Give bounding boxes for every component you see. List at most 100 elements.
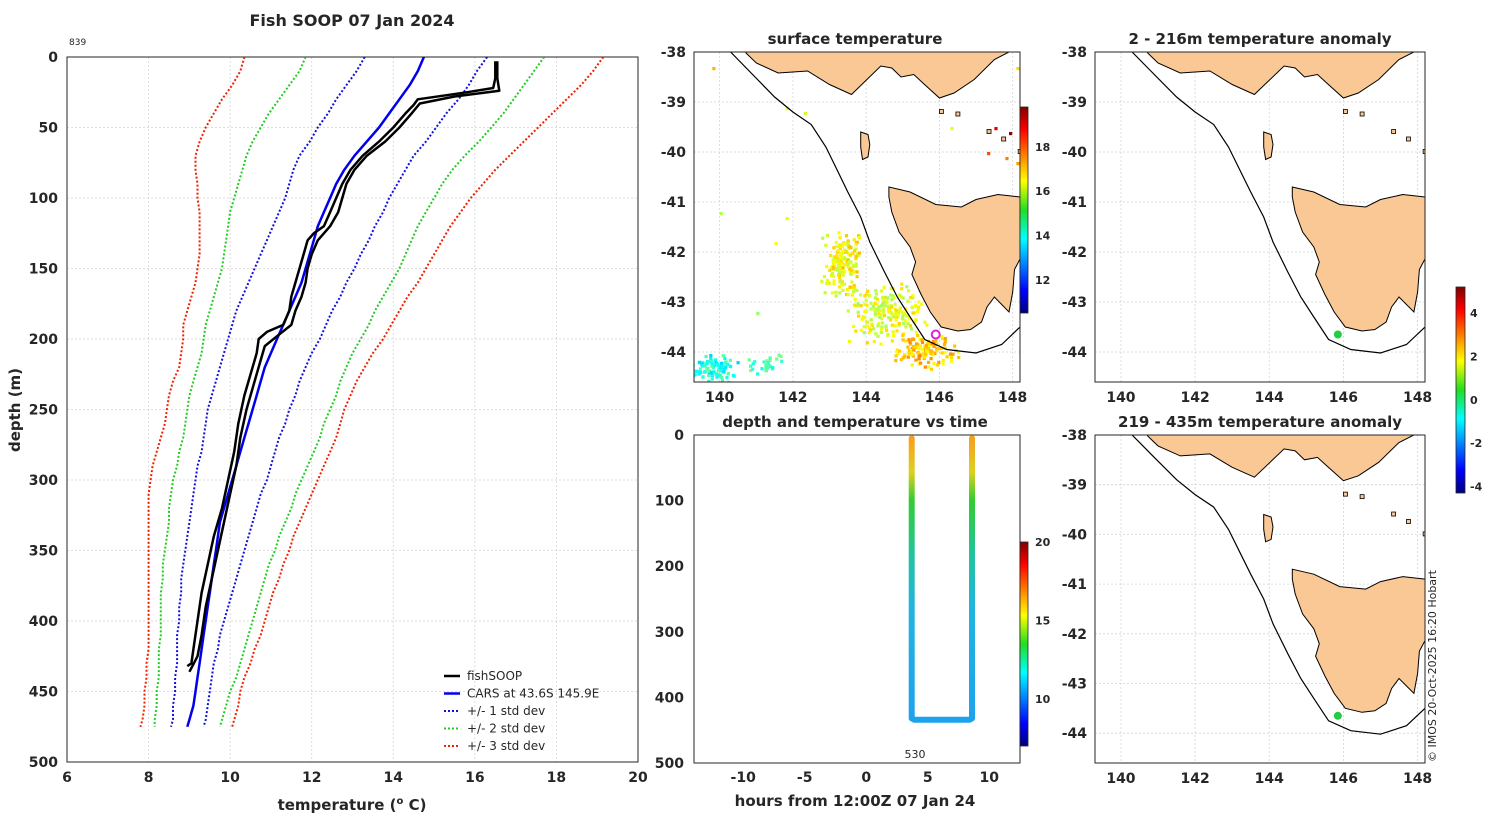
sst-pixel	[853, 297, 857, 301]
sst-pixel	[825, 278, 829, 283]
surface-temperature-panel: surface temperature 140 142 144 146 148 -38 -3…	[661, 30, 1051, 406]
sst-pixel	[906, 345, 910, 349]
sst-pixel	[837, 285, 841, 289]
sst-pixel	[719, 368, 723, 373]
sst-pixel	[869, 328, 873, 332]
sst-pixel	[1016, 162, 1020, 166]
sst-pixel	[825, 281, 829, 285]
sst-pixel	[840, 244, 844, 249]
sst-pixel	[707, 360, 711, 364]
sst-pixel	[881, 307, 885, 312]
sst-pixel	[932, 361, 936, 365]
sst-pixel	[710, 377, 714, 381]
sst-pixel	[893, 314, 898, 318]
sst-pixel	[873, 301, 877, 305]
y-tick-label: 100	[29, 191, 58, 207]
map-x-tick-label: 142	[1180, 771, 1209, 787]
sst-pixel	[838, 275, 842, 280]
sst-pixel	[716, 369, 720, 373]
sst-pixel	[760, 367, 764, 371]
x-tick-label: 10	[220, 770, 240, 786]
sst-pixel	[753, 360, 757, 364]
sst-pixel	[716, 363, 720, 368]
fishsoop-line	[186, 61, 497, 668]
sst-pixel	[857, 314, 861, 318]
sst-pixel	[918, 344, 923, 348]
sst-pixel	[712, 363, 717, 367]
y-tick-label: 500	[655, 756, 684, 772]
sst-pixel	[830, 291, 834, 295]
sst-pixel	[879, 342, 883, 346]
sst-pixel	[747, 358, 751, 362]
y-tick-label: 100	[655, 494, 684, 510]
sst-pixel	[832, 279, 836, 283]
sst-pixel	[859, 293, 863, 297]
sst-pixel	[827, 281, 831, 285]
anomaly-lower-title: 219 - 435m temperature anomaly	[1118, 413, 1402, 431]
colorbar-tick-label: 16	[1035, 185, 1051, 198]
y-tick-label: 200	[655, 559, 684, 575]
profile-panel: Fish SOOP 07 Jan 2024 839 6 8 10 12 14 16 18 20…	[6, 11, 648, 814]
sst-pixel	[876, 324, 880, 328]
anomaly-lower-tick-labels: 140 142 144 146 148 -38 -39 -40 -41 -42 -43 -44	[1062, 428, 1432, 787]
sst-pixel	[729, 365, 733, 369]
king-island-polygon	[860, 131, 871, 161]
colorbar-tick-label: -2	[1470, 437, 1482, 450]
sst-pixel	[831, 274, 835, 278]
sst-pixel	[765, 359, 769, 363]
sst-pixel	[886, 308, 890, 312]
map-x-tick-label: 148	[1403, 771, 1432, 787]
sst-pixel	[904, 307, 908, 311]
sst-pixel	[909, 350, 914, 354]
sst-pixel	[883, 295, 887, 300]
map-y-tick-label: -42	[1062, 627, 1087, 643]
profile-id-label: 839	[69, 38, 86, 48]
anomaly-lower-content	[1131, 435, 1425, 735]
sst-pixel	[897, 309, 901, 313]
sst-pixel	[723, 356, 727, 360]
sst-pixel	[849, 272, 853, 277]
sst-pixel	[935, 342, 939, 346]
sst-pixel	[749, 368, 753, 373]
main-title: Fish SOOP 07 Jan 2024	[250, 11, 455, 30]
sst-pixel	[887, 316, 891, 320]
map-y-tick-label: -44	[1062, 726, 1088, 742]
sst-pixel	[829, 253, 833, 258]
sst-pixel	[779, 354, 783, 358]
shelf-contour-line	[1131, 435, 1425, 735]
sst-pixel	[882, 313, 887, 317]
sst-pixel	[918, 338, 922, 342]
sst-pixel	[924, 346, 928, 350]
y-tick-label: 500	[29, 755, 58, 771]
x-tick-label: 6	[62, 770, 72, 786]
map-x-tick-label: 148	[1403, 390, 1432, 406]
sst-pixel	[835, 257, 840, 261]
sst-pixel	[956, 350, 961, 354]
anomaly-colorbar-ticks: -4 -2 0 2 4	[1470, 307, 1483, 493]
sst-pixel	[917, 347, 921, 351]
sst-pixel	[890, 297, 894, 301]
sst-pixel	[825, 264, 829, 269]
map-x-tick-label: 140	[1106, 771, 1135, 787]
sst-pixel	[926, 360, 931, 364]
sst-pixel	[834, 290, 838, 294]
sst-pixel	[833, 255, 837, 259]
colorbar-tick-label: 14	[1035, 229, 1051, 242]
sst-pixel	[756, 372, 760, 376]
islet	[1359, 494, 1365, 500]
sst-pixel	[860, 317, 864, 321]
sst-pixel	[838, 236, 842, 240]
sst-pixel	[873, 309, 877, 313]
sst-pixel	[940, 351, 944, 355]
sst-pixel	[856, 304, 860, 308]
sst-pixel	[879, 289, 883, 293]
anomaly-lower-location-dot	[1333, 711, 1342, 720]
sst-pixel	[854, 264, 858, 268]
sst-pixel	[704, 354, 708, 359]
sst-pixel	[900, 287, 904, 291]
sst-pixel	[864, 298, 868, 302]
sst-pixel	[880, 321, 885, 325]
sst-pixel	[902, 311, 906, 315]
sst-pixel	[840, 270, 844, 274]
sst-pixel	[905, 285, 909, 289]
